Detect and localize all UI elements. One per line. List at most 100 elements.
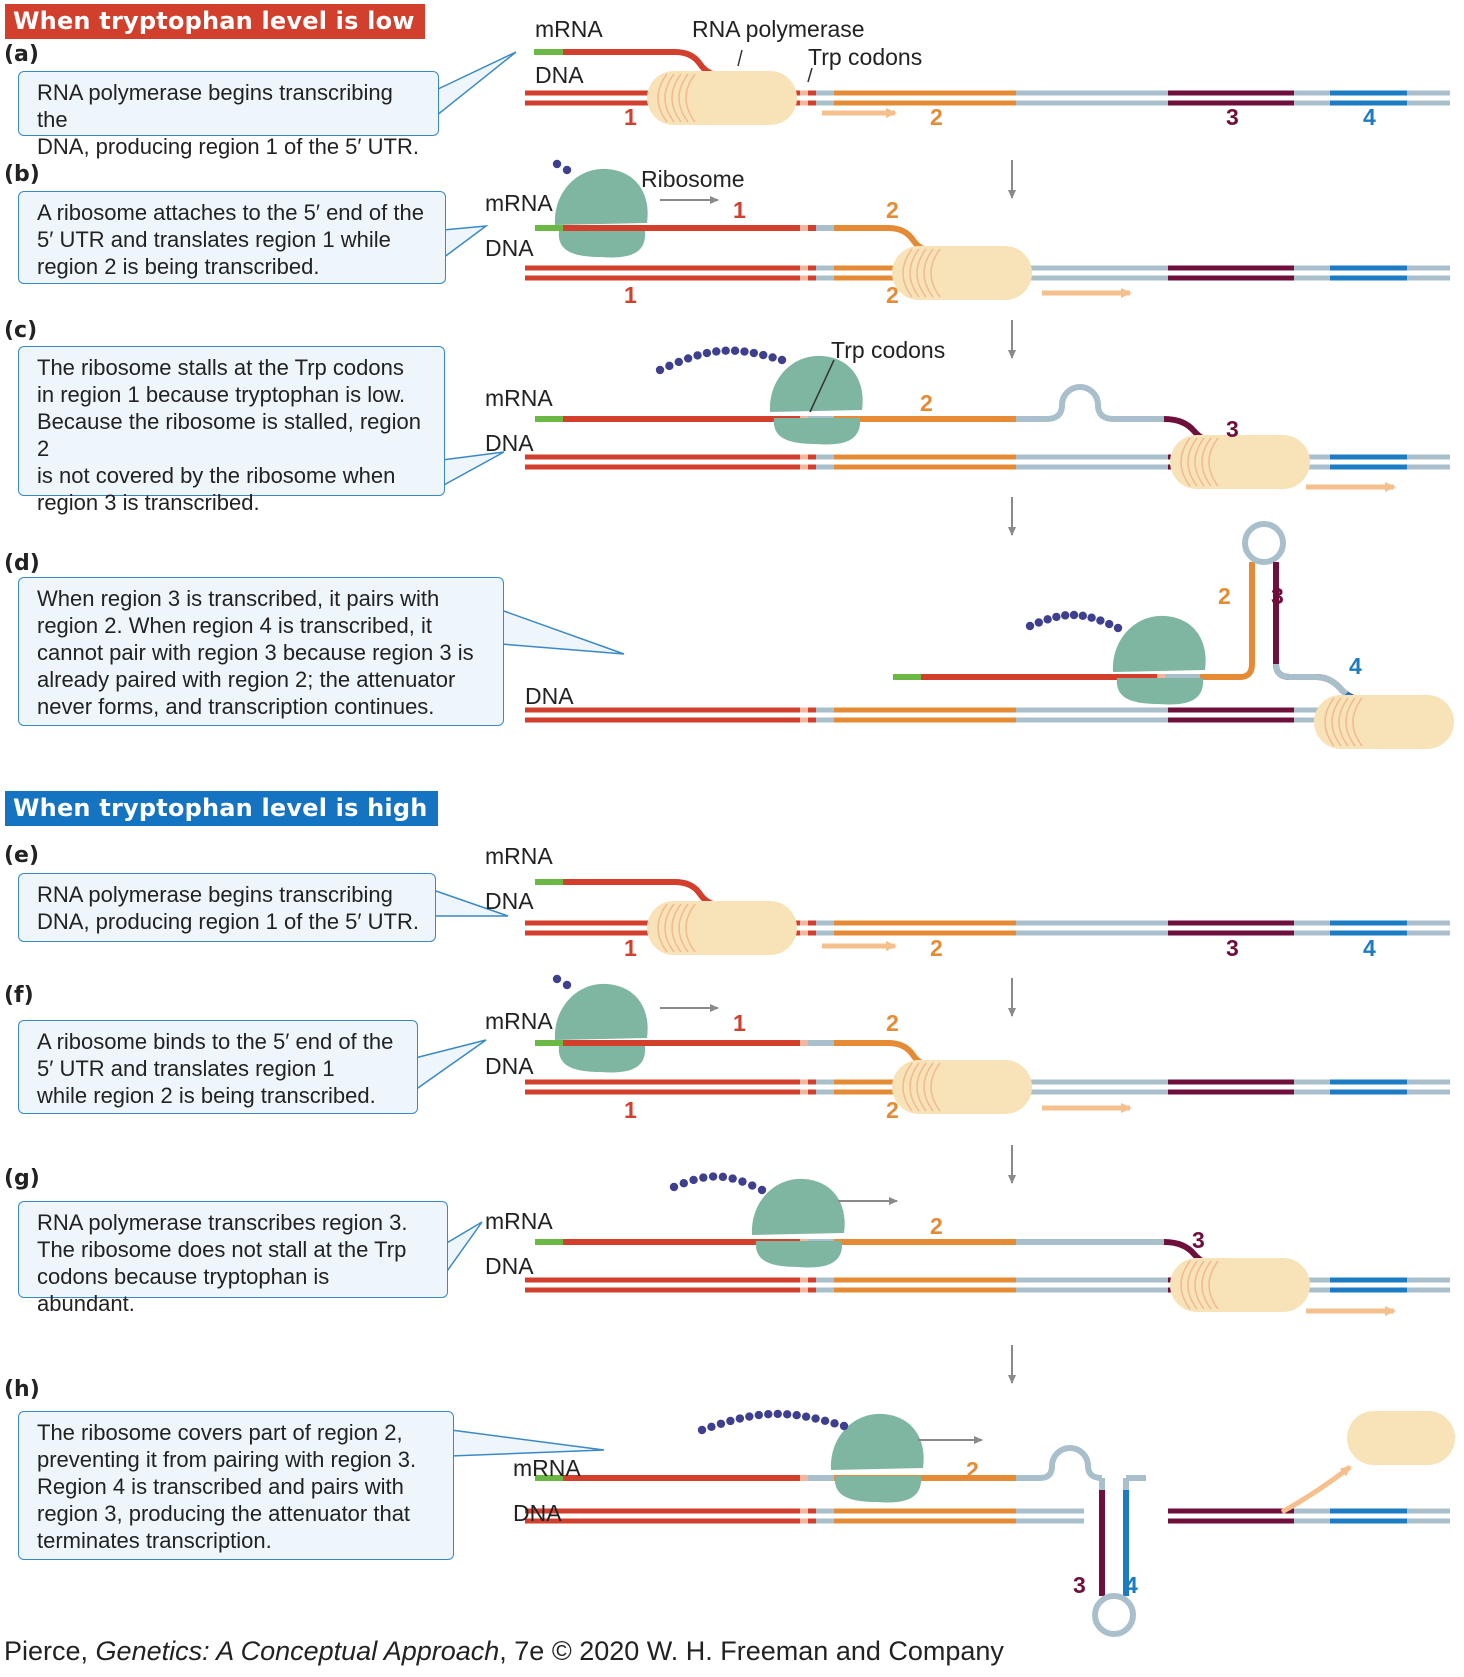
callout-g-line-3: codons because tryptophan is abundant. bbox=[37, 1264, 330, 1316]
polymerase-b-arc bbox=[909, 248, 920, 298]
mrna-d-spacer2 bbox=[1273, 663, 1316, 680]
peptide-d-bead bbox=[1087, 613, 1096, 622]
callout-d-line-4: already paired with region 2; the attenu… bbox=[37, 667, 456, 692]
footer-rest: , 7e © 2020 W. H. Freeman and Company bbox=[499, 1636, 1004, 1666]
peptide-g-bead bbox=[708, 1172, 718, 1181]
peptide-h-bead bbox=[707, 1422, 716, 1432]
peptide-g-bead bbox=[748, 1181, 757, 1190]
dna-label-c: DNA bbox=[485, 430, 534, 456]
peptide-h-bead bbox=[745, 1412, 754, 1421]
peptide-g-bead bbox=[689, 1175, 698, 1185]
polymerase-a-arc bbox=[664, 73, 675, 123]
region-2-label-e: 2 bbox=[930, 935, 943, 961]
callout-b: A ribosome attaches to the 5′ end of the… bbox=[18, 191, 446, 284]
polymerase-f bbox=[892, 1060, 1032, 1114]
region-1-dna-label-b: 1 bbox=[624, 282, 637, 308]
peptide-c-bead bbox=[721, 346, 730, 355]
polymerase-c-arc bbox=[1201, 437, 1212, 487]
step-label-f: (f) bbox=[4, 983, 34, 1008]
polymerase-e-arc bbox=[664, 903, 675, 953]
region-3-label-e: 3 bbox=[1226, 935, 1239, 961]
polymerase-g-arc bbox=[1208, 1260, 1219, 1310]
polymerase-c-arc bbox=[1208, 437, 1219, 487]
region-1-mrna-label-f: 1 bbox=[733, 1010, 746, 1036]
dna-label-h: DNA bbox=[513, 1500, 562, 1526]
peptide-g-bead bbox=[679, 1179, 688, 1188]
region-2-stem-label-d: 2 bbox=[1218, 583, 1231, 609]
peptide-h-bead bbox=[697, 1425, 707, 1435]
polymerase-d bbox=[1314, 695, 1454, 749]
callout-f-line-3: while region 2 is being transcribed. bbox=[37, 1083, 376, 1108]
polymerase-g-arc bbox=[1194, 1260, 1205, 1310]
polymerase-e-arc bbox=[678, 903, 689, 953]
polymerase-f-arc bbox=[916, 1062, 927, 1112]
peptide-g-bead bbox=[669, 1182, 679, 1192]
peptide-h-bead bbox=[754, 1410, 763, 1420]
region-4-label-d: 4 bbox=[1349, 653, 1362, 679]
peptide-g-bead bbox=[757, 1185, 767, 1195]
callout-h-line-3: Region 4 is transcribed and pairs with bbox=[37, 1474, 404, 1499]
polymerase-b-arc bbox=[923, 248, 934, 298]
callout-e-line-2: DNA, producing region 1 of the 5′ UTR. bbox=[37, 909, 419, 934]
polymerase-g bbox=[1170, 1258, 1310, 1312]
polymerase-a bbox=[647, 71, 797, 125]
region-2-mrna-label-b: 2 bbox=[886, 197, 899, 223]
callout-c-line-5: region 3 is transcribed. bbox=[37, 490, 260, 515]
polymerase-c-arc bbox=[1180, 437, 1191, 487]
ribosome-b-large bbox=[554, 168, 648, 225]
polymerase-e-arc bbox=[657, 903, 668, 953]
polymerase-f-arc bbox=[930, 1062, 941, 1112]
pointer-g bbox=[444, 1221, 483, 1277]
peptide-c-bead bbox=[712, 347, 721, 356]
rna-polymerase-leader-line bbox=[737, 49, 743, 67]
polymerase-a-arc bbox=[671, 73, 682, 123]
ribosome-d-large bbox=[1112, 615, 1206, 672]
callout-f: A ribosome binds to the 5′ end of the 5′… bbox=[18, 1020, 418, 1114]
polymerase-g-arc bbox=[1180, 1260, 1191, 1310]
callout-c-line-3: Because the ribosome is stalled, region … bbox=[37, 409, 421, 461]
peptide-g-bead bbox=[718, 1172, 728, 1182]
peptide-c-bead bbox=[759, 350, 768, 360]
ribosome-d-small bbox=[1116, 678, 1204, 705]
peptide-d-bead bbox=[1069, 610, 1079, 620]
peptide-c-bead bbox=[730, 346, 740, 355]
peptide-c-bead bbox=[674, 357, 683, 367]
peptide-c-bead bbox=[777, 355, 787, 365]
callout-c: The ribosome stalls at the Trp codons in… bbox=[18, 346, 445, 515]
peptide-d-bead bbox=[1043, 615, 1052, 624]
trp-codons-label-a: Trp codons bbox=[808, 44, 923, 70]
peptide-h-bead bbox=[839, 1421, 849, 1431]
region-2-label-c: 2 bbox=[920, 390, 933, 416]
callout-a: RNA polymerase begins transcribing the D… bbox=[18, 71, 439, 159]
ribosome-g-small bbox=[755, 1241, 843, 1268]
peptide-h-bead bbox=[764, 1410, 773, 1419]
polymerase-b-arc bbox=[930, 248, 941, 298]
peptide-d-bead bbox=[1052, 612, 1061, 622]
dna-label-g: DNA bbox=[485, 1253, 534, 1279]
mrna-label-b: mRNA bbox=[485, 190, 553, 216]
region-1-dna-label-f: 1 bbox=[624, 1097, 637, 1123]
region-2-mrna-label-f: 2 bbox=[886, 1010, 899, 1036]
polymerase-d-arc bbox=[1331, 697, 1342, 747]
pointer-b bbox=[442, 225, 489, 260]
peptide-d-bead bbox=[1078, 611, 1088, 620]
step-label-b: (b) bbox=[4, 162, 40, 187]
polymerase-g-arc bbox=[1187, 1260, 1198, 1310]
callout-h-line-4: region 3, producing the attenuator that bbox=[37, 1501, 411, 1526]
step-label-d: (d) bbox=[4, 551, 40, 576]
callout-c-line-2: in region 1 because tryptophan is low. bbox=[37, 382, 406, 407]
region-1-label-e: 1 bbox=[624, 935, 637, 961]
peptide-h-bead bbox=[811, 1414, 820, 1423]
polymerase-a-arc bbox=[685, 73, 696, 123]
callout-h-line-2: preventing it from pairing with region 3… bbox=[37, 1447, 417, 1472]
peptide-d-bead bbox=[1025, 621, 1035, 631]
ribosome-g-large bbox=[751, 1178, 845, 1235]
region-3-stem-label-d: 3 bbox=[1271, 583, 1284, 609]
region-2-label-g: 2 bbox=[930, 1213, 943, 1239]
mrna-d-region2-stem bbox=[1200, 562, 1255, 680]
region-3-label-a: 3 bbox=[1226, 104, 1239, 130]
callout-b-line-3: region 2 is being transcribed. bbox=[37, 254, 320, 279]
polymerase-a-arc bbox=[678, 73, 689, 123]
callout-a-line-2: DNA, producing region 1 of the 5′ UTR. bbox=[37, 134, 419, 159]
callout-d-line-1: When region 3 is transcribed, it pairs w… bbox=[37, 586, 440, 611]
